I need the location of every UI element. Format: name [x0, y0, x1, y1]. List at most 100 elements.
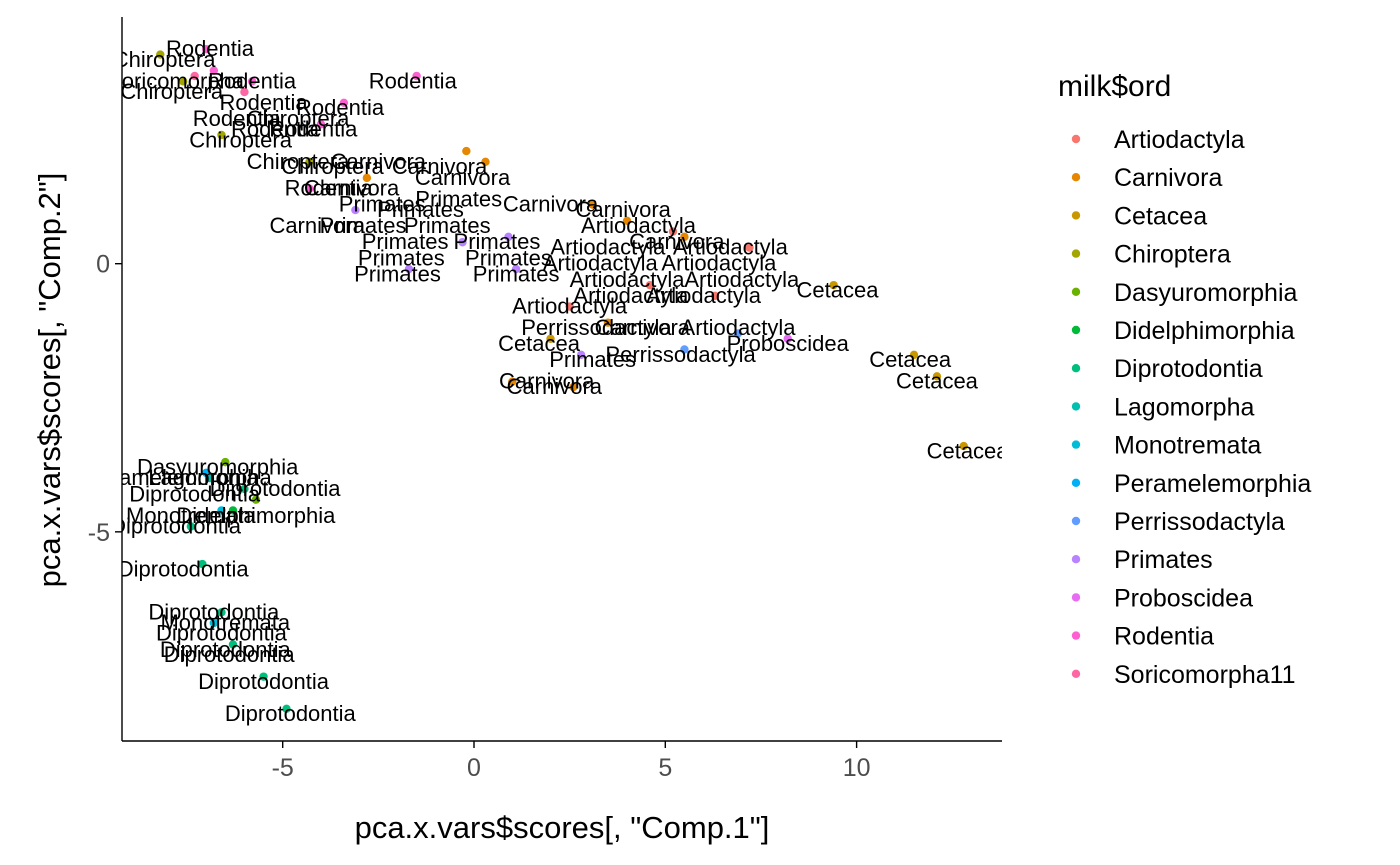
point-label-20: Primates — [415, 186, 502, 211]
x-axis-title: pca.x.vars$scores[, "Comp.1"] — [355, 810, 770, 845]
point-label-66: Diprotodontia — [118, 556, 250, 581]
data-point-rodentia-0 — [201, 44, 211, 54]
point-label-24: Carnivora — [576, 197, 672, 222]
point-label-73: Diprotodontia — [225, 701, 357, 726]
point-label-0: Rodentia — [166, 36, 255, 61]
point-label-67: Diprotodontia — [148, 599, 280, 624]
legend-key-monotremata — [1071, 440, 1081, 449]
data-point-carnivora-2 — [481, 157, 490, 166]
data-point-artiodactyla-2 — [710, 291, 720, 301]
point-label-6: Rodentia — [220, 90, 309, 115]
legend-title: milk$ord — [1058, 70, 1171, 103]
point-label-15: Carnivora — [392, 154, 488, 179]
point-label-37: Artiodactyla — [661, 251, 777, 276]
data-point-carnivora-7 — [569, 382, 578, 392]
point-label-55: Carnivora — [507, 374, 603, 399]
data-point-cetacea-2 — [932, 372, 942, 381]
data-point-cetacea-3 — [959, 441, 968, 451]
legend-label-primates: Primates — [1114, 546, 1213, 574]
x-tick-label: -5 — [272, 754, 294, 782]
data-point-carnivora-1 — [462, 146, 471, 156]
data-point-diprotodontia-6 — [240, 484, 249, 494]
data-point-diprotodontia-0 — [186, 522, 196, 531]
y-tick-label: 0 — [96, 251, 110, 279]
data-point-soricomorpha11-0 — [190, 71, 199, 81]
data-point-rodentia-6 — [305, 184, 314, 193]
point-label-16: Chiroptera — [281, 154, 384, 179]
legend-label-didelphimorphia: Didelphimorphia — [1114, 317, 1295, 345]
y-tick-label: -5 — [88, 519, 110, 547]
data-point-chiroptera-1 — [179, 77, 188, 86]
point-label-49: Cetacea — [498, 331, 581, 356]
data-point-cetacea-1 — [909, 350, 919, 360]
legend-label-carnivora: Carnivora — [1114, 164, 1222, 192]
point-label-10: Rodentia — [231, 117, 320, 142]
data-point-carnivora-3 — [588, 200, 597, 209]
data-point-primates-0 — [404, 264, 414, 274]
point-label-39: Primates — [473, 261, 560, 286]
data-point-cetacea-4 — [546, 334, 555, 343]
point-label-18: Rodentia — [285, 176, 374, 201]
legend: milk$ord Artiodactyla Carnivora Cetacea Chi… — [1058, 70, 1311, 689]
point-label-21: Primates — [339, 192, 426, 217]
legend-key-soricomorpha11 — [1071, 669, 1081, 678]
points-layer — [156, 44, 968, 714]
data-point-primates-4 — [351, 205, 360, 215]
legend-label-lagomorpha: Lagomorpha — [1114, 393, 1254, 421]
data-point-artiodactyla-1 — [668, 227, 678, 236]
point-label-43: Cetacea — [797, 278, 880, 303]
legend-key-rodentia — [1071, 631, 1081, 640]
data-point-carnivora-4 — [622, 216, 632, 225]
legend-label-soricomorpha11: Soricomorpha11 — [1114, 661, 1296, 689]
x-tick-label: 0 — [467, 754, 481, 782]
legend-label-cetacea: Cetacea — [1114, 202, 1207, 230]
data-point-chiroptera-0 — [156, 50, 165, 59]
point-label-32: Artiodactyla — [550, 235, 666, 260]
point-label-56: Cetacea — [896, 369, 979, 394]
point-label-19: Carnivora — [304, 176, 400, 201]
data-point-diprotodontia-4 — [259, 672, 268, 681]
point-label-60: Lagomorpha — [148, 465, 272, 490]
point-label-2: Soricomorpha — [107, 68, 245, 93]
point-label-8: Rodentia — [193, 106, 282, 131]
point-label-4: Chiroptera — [120, 79, 223, 104]
legend-label-perrissodactyla: Perrissodactyla — [1114, 508, 1285, 536]
data-point-perrissodactyla-1 — [733, 329, 743, 338]
data-point-chiroptera-3 — [305, 157, 314, 166]
point-label-27: Primates — [404, 213, 491, 238]
data-point-carnivora-6 — [508, 377, 517, 386]
point-label-44: Artiodactyla — [646, 283, 762, 308]
point-label-50: Proboscidea — [727, 331, 850, 356]
point-label-69: Diprotodontia — [156, 621, 288, 646]
point-label-51: Primates — [549, 347, 636, 372]
point-labels-layer: RodentiaChiropteraSoricomorphaRodentiaCh… — [107, 36, 1002, 726]
point-label-36: Artiodactyla — [543, 251, 659, 276]
data-point-carnivora-5 — [680, 232, 689, 242]
point-label-54: Carnivora — [499, 369, 595, 394]
point-label-58: Dasyuromorphia — [137, 454, 299, 479]
point-label-9: Chiroptera — [247, 106, 350, 131]
point-label-61: Diprotodontia — [210, 476, 342, 501]
data-point-peramelemorphia-0 — [201, 468, 211, 478]
point-label-25: Primates — [320, 213, 407, 238]
point-label-42: Artiodactyla — [573, 283, 689, 308]
data-point-monotremata-0 — [209, 618, 219, 628]
data-point-rodentia-2 — [339, 98, 349, 108]
data-point-monotremata-1 — [217, 506, 226, 515]
data-point-primates-5 — [504, 232, 513, 242]
legend-key-peramelemorphia — [1071, 478, 1081, 487]
point-label-26: Carnivora — [269, 213, 365, 238]
x-tick-label: 5 — [658, 754, 672, 782]
point-label-62: Diprotodontia — [129, 481, 261, 506]
point-label-11: Rodentia — [269, 117, 358, 142]
data-point-diprotodontia-2 — [217, 608, 226, 617]
data-point-primates-1 — [458, 238, 467, 247]
data-point-rodentia-5 — [209, 66, 219, 75]
data-point-carnivora-8 — [603, 318, 613, 327]
legend-key-cetacea — [1071, 211, 1081, 220]
point-label-13: Chiroptera — [247, 149, 350, 174]
legend-label-proboscidea: Proboscidea — [1114, 584, 1253, 612]
data-point-perrissodactyla-0 — [680, 345, 689, 354]
data-point-chiroptera-2 — [217, 130, 226, 140]
point-label-12: Chiroptera — [189, 127, 292, 152]
